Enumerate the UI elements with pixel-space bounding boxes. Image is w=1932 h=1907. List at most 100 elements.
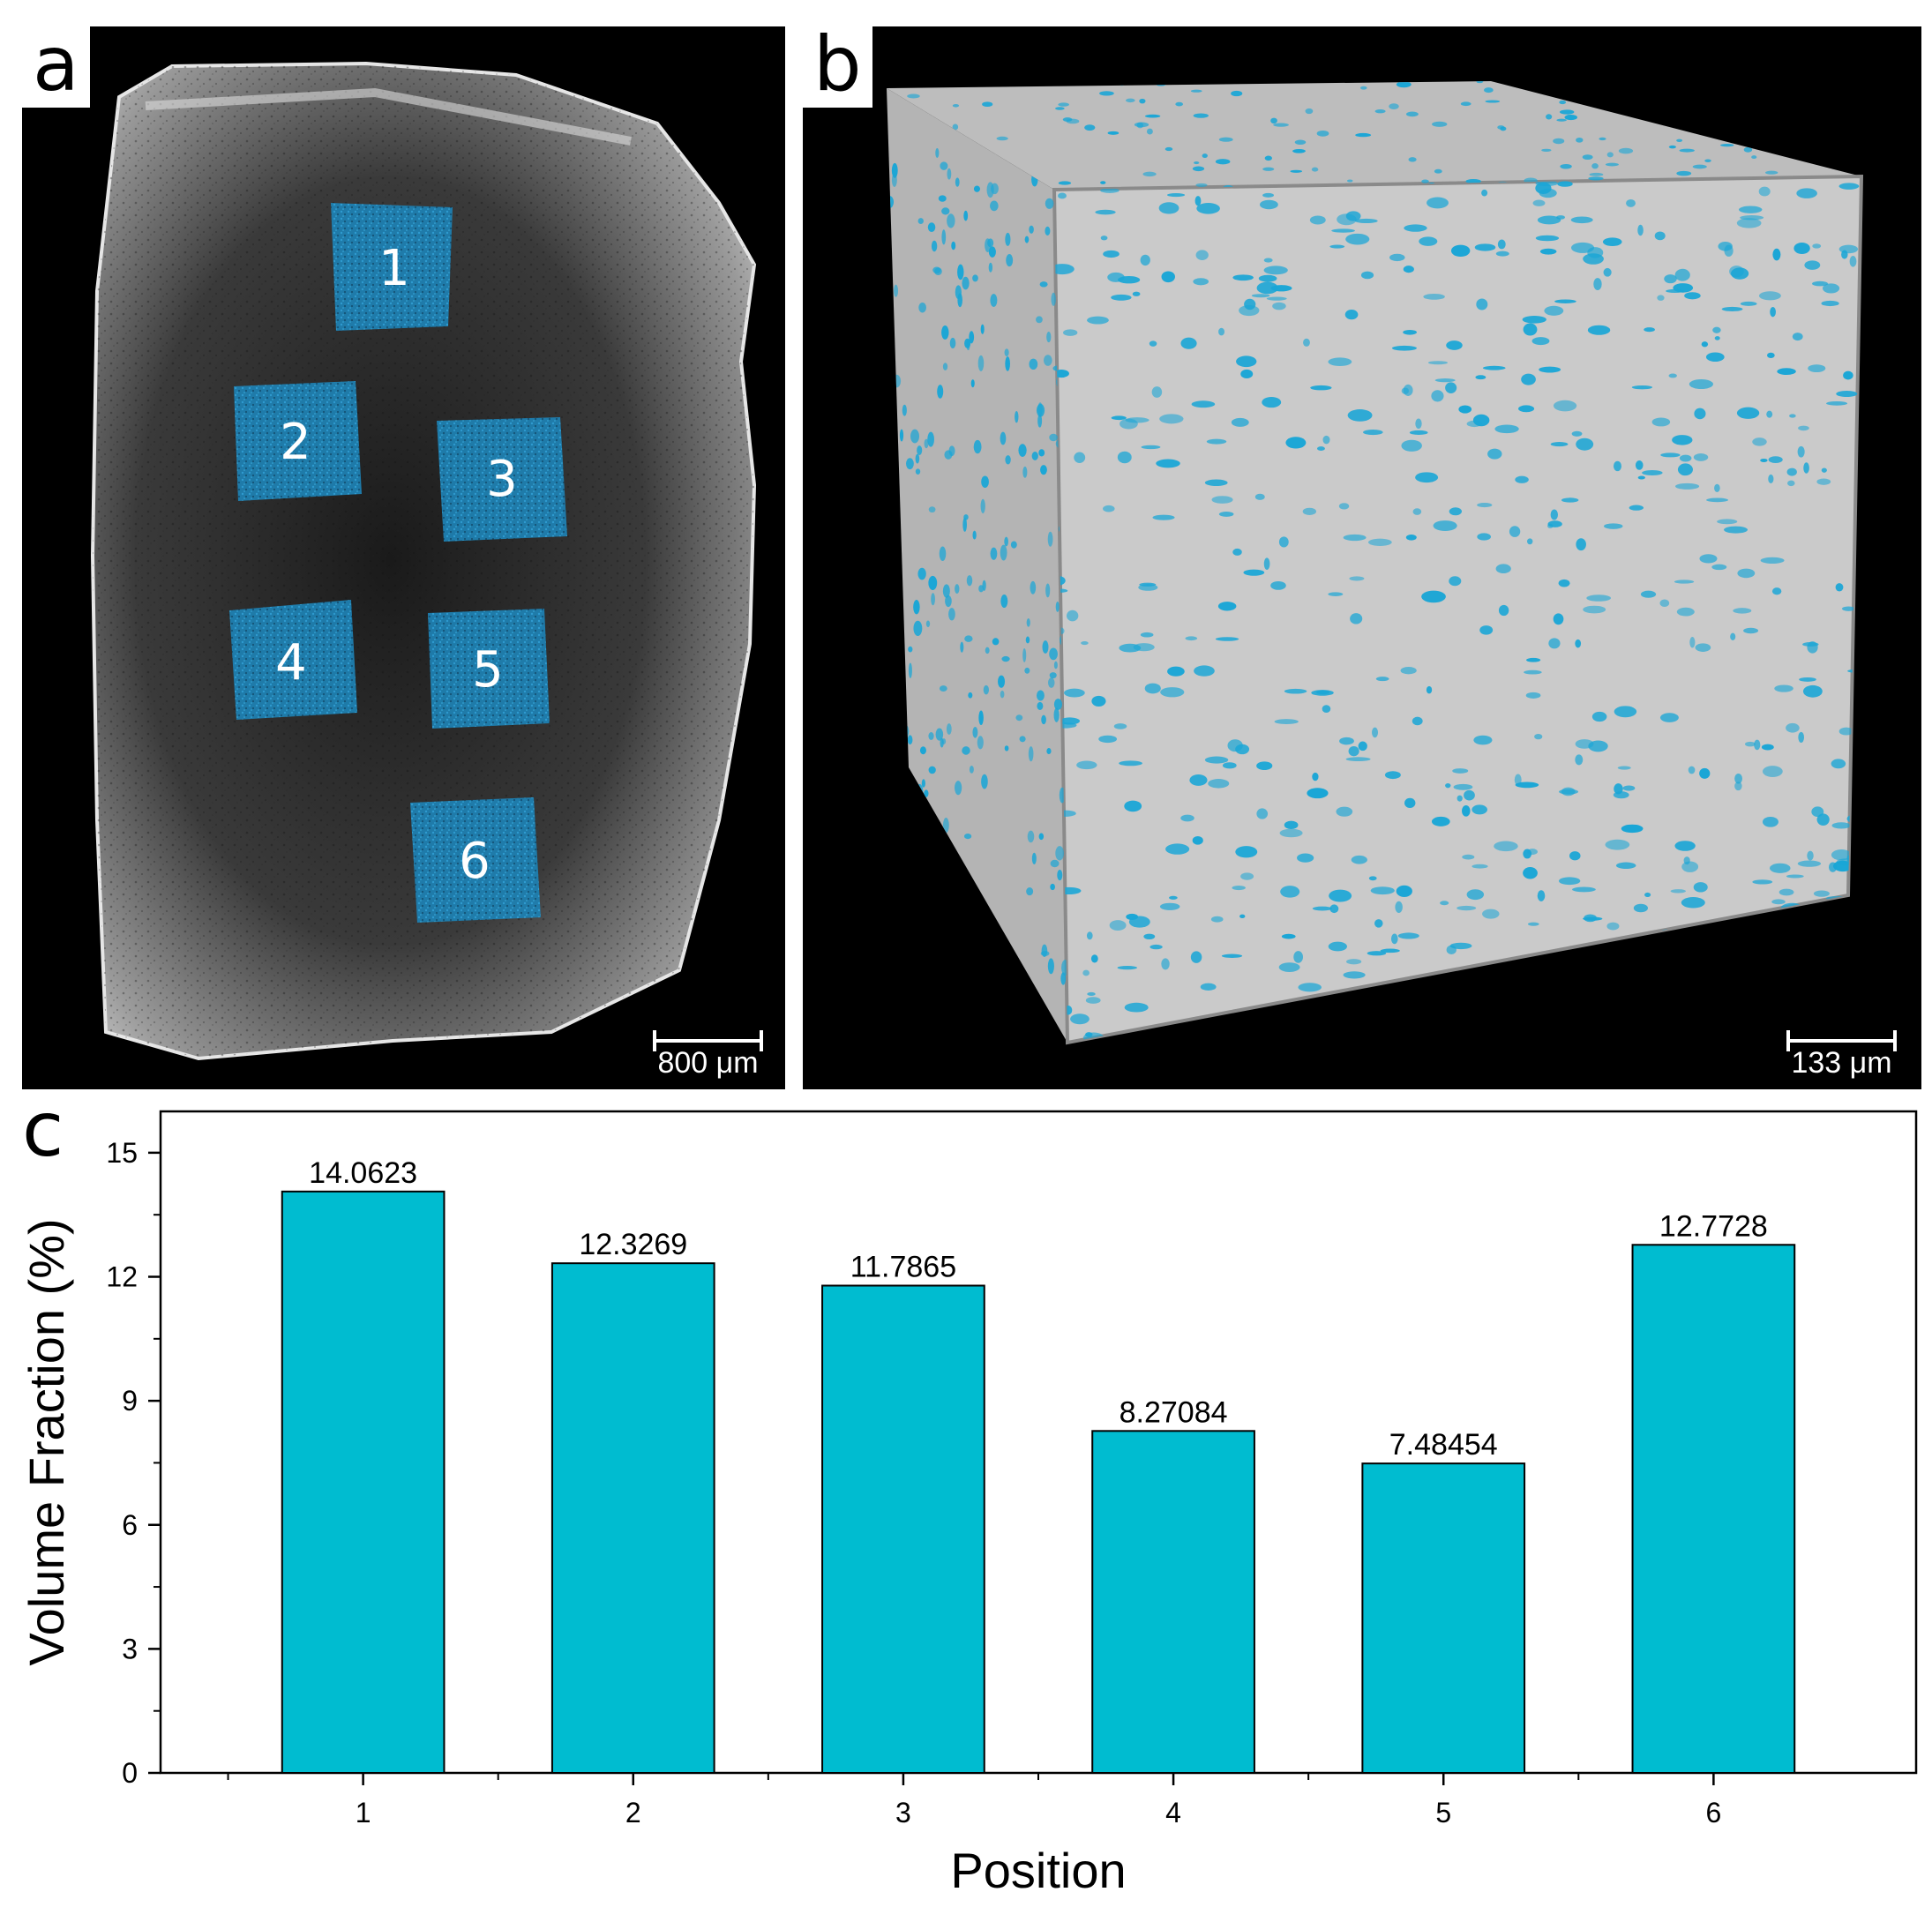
pore <box>1515 781 1539 789</box>
pore <box>1629 505 1644 511</box>
pore <box>1588 965 1612 971</box>
pore <box>1161 271 1175 283</box>
cube-front-face <box>1052 174 1864 1045</box>
pore <box>1527 849 1538 856</box>
pore <box>1055 107 1065 110</box>
pore <box>1031 852 1037 864</box>
pore <box>1778 888 1794 896</box>
pore <box>1605 162 1619 167</box>
pore <box>1262 192 1275 198</box>
pore <box>1070 1013 1090 1025</box>
pore <box>1338 503 1350 510</box>
pore <box>1164 146 1173 152</box>
pore <box>1583 605 1606 614</box>
pore <box>1368 876 1377 881</box>
pore <box>1100 188 1120 193</box>
pore <box>939 546 947 562</box>
pore <box>1419 236 1438 246</box>
pore <box>1618 147 1634 154</box>
pore <box>1452 768 1469 774</box>
pore <box>982 580 986 591</box>
pore <box>1539 248 1557 255</box>
pore <box>1239 914 1246 919</box>
pore <box>1793 243 1810 254</box>
pore <box>1310 385 1332 391</box>
pore <box>1400 666 1417 675</box>
pore <box>1733 608 1752 614</box>
pore <box>1263 265 1288 275</box>
pore <box>1816 478 1831 485</box>
pore <box>960 641 964 653</box>
pore <box>1087 991 1096 996</box>
pore <box>1339 737 1354 745</box>
specimen-image-panel: 1 2 3 4 5 6 800 μm <box>22 26 785 1089</box>
pore <box>1240 872 1254 880</box>
pore <box>1218 137 1233 142</box>
pore <box>1208 779 1230 789</box>
pore <box>1838 183 1860 190</box>
pore <box>1363 430 1383 436</box>
bar-value-label: 7.48454 <box>1389 1428 1498 1462</box>
pore <box>947 213 955 228</box>
pore <box>1180 337 1197 349</box>
pore <box>1544 305 1564 316</box>
pore <box>1256 761 1273 771</box>
pore <box>1263 258 1273 263</box>
pore <box>939 685 947 692</box>
pore <box>893 824 900 834</box>
pore <box>1798 914 1818 918</box>
pore <box>1367 951 1387 956</box>
pore <box>1084 124 1096 131</box>
pore <box>1796 188 1817 198</box>
pore <box>1263 557 1270 570</box>
pore <box>941 229 947 245</box>
pore <box>1823 110 1837 116</box>
pore <box>1434 168 1442 174</box>
pore <box>1427 361 1449 365</box>
pore <box>1200 983 1217 991</box>
pore <box>962 879 971 896</box>
pore <box>1049 433 1058 442</box>
pore <box>1099 91 1114 96</box>
pore <box>1221 954 1243 958</box>
pore <box>1694 408 1706 420</box>
pore <box>1640 590 1657 598</box>
pore <box>1797 445 1805 458</box>
pore <box>1835 583 1844 592</box>
pore <box>1524 669 1542 675</box>
pore <box>1057 869 1063 881</box>
pore <box>1055 602 1060 612</box>
pore <box>1475 375 1486 380</box>
pore <box>1351 855 1367 864</box>
pore <box>1523 323 1538 336</box>
pore <box>1829 1005 1846 1017</box>
pore <box>1591 711 1607 722</box>
pore-cluster-front <box>1054 180 1861 1043</box>
pore <box>1477 503 1493 508</box>
pore <box>1547 520 1562 527</box>
pore <box>1235 846 1258 858</box>
pore <box>1222 762 1237 769</box>
pore <box>1294 1025 1317 1032</box>
pore <box>1270 285 1292 292</box>
pore <box>1175 101 1183 107</box>
pore <box>1771 899 1786 905</box>
pore <box>902 724 910 738</box>
pore <box>978 710 984 726</box>
pore <box>1479 625 1494 635</box>
pore <box>952 103 960 108</box>
pore <box>1045 198 1054 209</box>
bar-value-label: 11.7865 <box>850 1251 956 1284</box>
pore <box>1767 352 1775 358</box>
pore <box>1124 800 1142 812</box>
region-label: 3 <box>486 451 518 508</box>
pore <box>1537 890 1546 901</box>
pore <box>1569 83 1580 90</box>
pore <box>1010 541 1017 549</box>
scale-bar-b: 133 μm <box>1786 1030 1897 1081</box>
pore <box>1098 735 1118 744</box>
pore <box>1766 953 1786 962</box>
pore <box>1154 81 1168 86</box>
pore <box>1001 655 1010 662</box>
pore <box>1307 788 1329 799</box>
